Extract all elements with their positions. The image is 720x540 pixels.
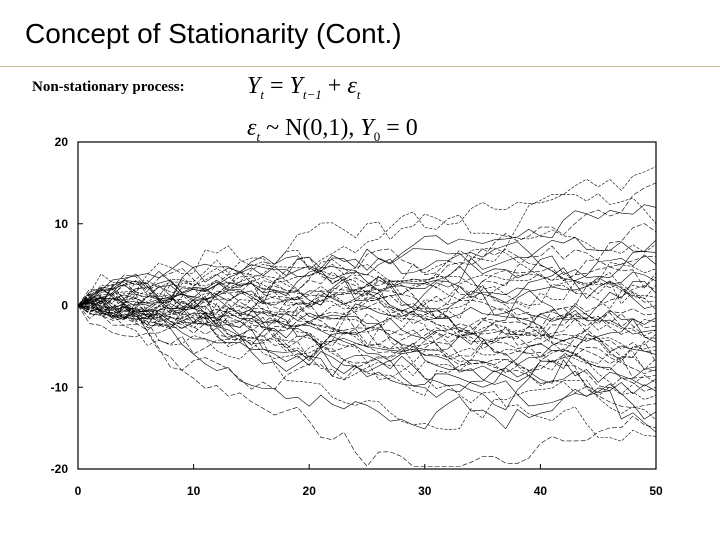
random-walk-series-34: [77, 279, 657, 372]
eq2-eps: ε: [247, 115, 257, 141]
random-walk-series-39: [77, 295, 657, 407]
eq2-eps-sub: t: [256, 129, 261, 144]
random-walk-series-36: [77, 301, 657, 387]
random-walk-series-40: [77, 279, 657, 431]
random-walk-series-19: [77, 247, 657, 310]
random-walk-series-45: [77, 298, 657, 433]
random-walk-series-3: [77, 204, 657, 306]
eq1-plus: +: [327, 73, 342, 99]
random-walk-series-10: [77, 262, 657, 359]
series-group: [77, 166, 657, 467]
eq1-y-sub: t−1: [302, 87, 322, 102]
eq2-dist: ~ N(0,1),: [266, 115, 361, 141]
random-walk-series-48: [77, 236, 657, 312]
x-tick-label: 20: [303, 484, 317, 498]
equation-random-walk: Yt = Yt−1 + εt: [247, 73, 360, 103]
y-tick-label: 10: [55, 217, 69, 231]
equation-assumptions: εt ~ N(0,1), Y0 = 0: [247, 115, 418, 145]
title-divider: [0, 66, 720, 67]
random-walk-series-26: [77, 286, 657, 339]
eq2-y0-sub: 0: [373, 129, 381, 144]
eq2-y0: Y: [360, 115, 374, 141]
random-walk-series-29: [77, 294, 657, 390]
random-walk-series-33: [77, 280, 657, 388]
random-walk-series-16: [77, 273, 657, 317]
random-walk-series-24: [77, 297, 657, 346]
axis-ticks: 0 10 20 30 40 50 -20 -10 0 10 20: [51, 135, 663, 498]
random-walk-series-6: [77, 239, 657, 320]
eq1-eps: ε: [347, 73, 357, 99]
random-walk-series-32: [77, 294, 657, 364]
random-walk-series-22: [77, 276, 657, 334]
random-walk-series-7: [77, 211, 657, 315]
eq1-lhs-sub: t: [260, 87, 264, 102]
random-walk-series-37: [77, 298, 657, 397]
x-tick-label: 50: [649, 484, 663, 498]
subtitle: Non-stationary process:: [32, 79, 185, 95]
random-walk-series-47: [77, 287, 657, 346]
random-walk-series-4: [77, 193, 657, 309]
random-walk-series-5: [77, 223, 657, 319]
x-tick-label: 10: [187, 484, 201, 498]
random-walk-series-46: [77, 273, 657, 442]
random-walk-series-25: [77, 267, 657, 364]
random-walk-series-21: [77, 273, 657, 366]
random-walk-series-18: [77, 260, 657, 313]
random-walk-series-23: [77, 295, 657, 359]
y-tick-label: -10: [51, 380, 69, 394]
eq1-equals: =: [269, 73, 284, 99]
eq2-rhs: = 0: [386, 115, 418, 141]
random-walk-series-41: [77, 305, 657, 409]
eq1-eps-sub: t: [356, 87, 361, 102]
eq1-lhs: Y: [247, 73, 261, 99]
random-walk-series-15: [77, 256, 657, 321]
random-walk-series-43: [77, 305, 657, 421]
random-walk-series-38: [77, 289, 657, 392]
y-tick-label: 0: [61, 299, 68, 313]
random-walk-series-49: [77, 264, 657, 314]
random-walk-series-35: [77, 271, 657, 379]
random-walk-series-28: [77, 283, 657, 359]
eq1-y: Y: [289, 73, 303, 99]
random-walk-series-13: [77, 275, 657, 319]
x-tick-label: 30: [418, 484, 432, 498]
x-tick-label: 40: [534, 484, 548, 498]
plot-frame: [77, 141, 657, 470]
slide-title: Concept of Stationarity (Cont.): [25, 18, 402, 49]
random-walk-series-1: [77, 166, 657, 318]
y-tick-label: -20: [51, 462, 69, 476]
random-walk-series-30: [77, 300, 657, 411]
y-tick-label: 20: [55, 135, 69, 149]
random-walk-series-11: [77, 266, 657, 338]
random-walk-series-42: [77, 287, 657, 430]
x-tick-label: 0: [75, 484, 82, 498]
random-walk-series-8: [77, 245, 657, 335]
random-walk-series-50: [77, 304, 657, 377]
